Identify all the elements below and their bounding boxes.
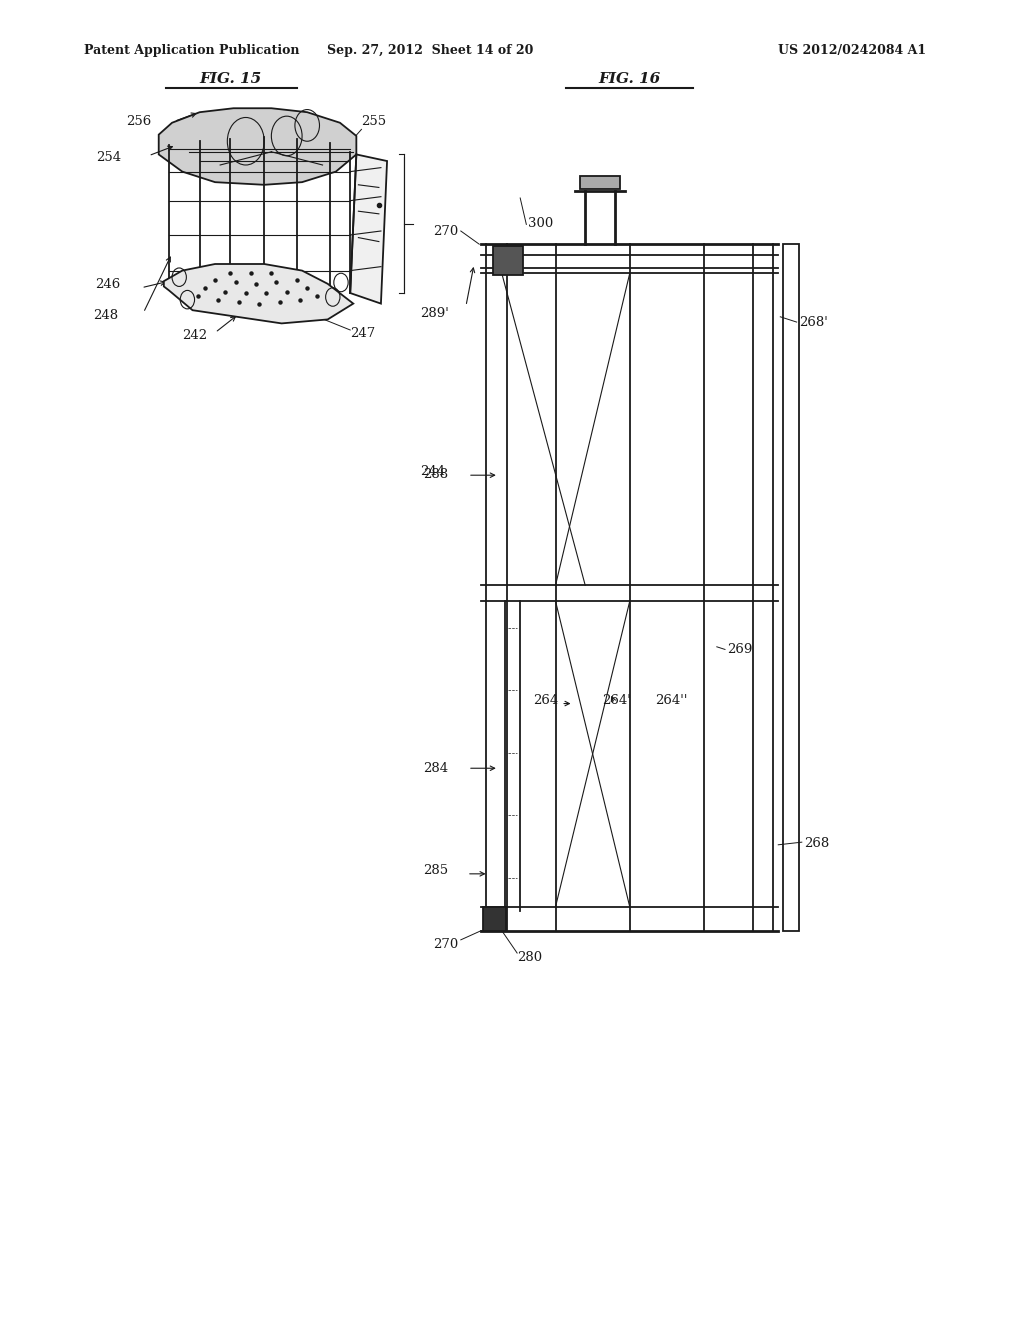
Text: 255: 255	[361, 115, 387, 128]
Text: 264'': 264''	[655, 693, 688, 706]
Text: Patent Application Publication: Patent Application Publication	[84, 44, 299, 57]
Text: 300: 300	[528, 216, 554, 230]
Text: 269: 269	[727, 643, 753, 656]
FancyBboxPatch shape	[580, 176, 621, 189]
Text: 284: 284	[423, 762, 449, 775]
Text: 264: 264	[532, 693, 558, 706]
Text: 268': 268'	[799, 315, 827, 329]
Text: 268: 268	[804, 837, 829, 850]
Text: 246: 246	[95, 277, 121, 290]
Text: FIG. 16: FIG. 16	[599, 73, 660, 86]
Text: US 2012/0242084 A1: US 2012/0242084 A1	[778, 44, 927, 57]
Text: 256: 256	[126, 115, 152, 128]
Text: Sep. 27, 2012  Sheet 14 of 20: Sep. 27, 2012 Sheet 14 of 20	[327, 44, 534, 57]
Text: FIG. 15: FIG. 15	[200, 73, 261, 86]
Text: 288: 288	[423, 467, 449, 480]
FancyBboxPatch shape	[483, 907, 506, 931]
Text: 242: 242	[182, 329, 207, 342]
Text: 289': 289'	[420, 306, 449, 319]
Text: 254: 254	[95, 150, 121, 164]
Polygon shape	[164, 264, 353, 323]
Text: 285: 285	[423, 863, 449, 876]
Text: 247: 247	[350, 326, 376, 339]
FancyBboxPatch shape	[493, 246, 523, 275]
Polygon shape	[159, 108, 356, 185]
Text: 270: 270	[433, 937, 459, 950]
Text: 264': 264'	[602, 693, 631, 706]
Text: 244: 244	[420, 465, 445, 478]
Text: 270: 270	[433, 224, 459, 238]
Polygon shape	[350, 154, 387, 304]
Text: 248: 248	[92, 309, 118, 322]
Text: 280: 280	[517, 950, 543, 964]
